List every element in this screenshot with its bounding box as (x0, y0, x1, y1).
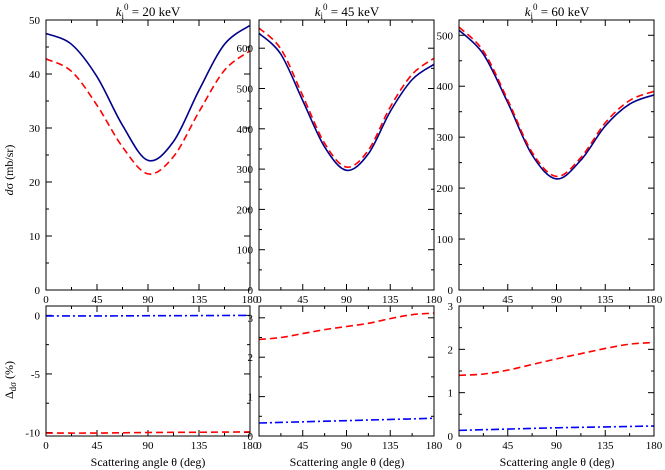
panel-bottom-2: 0 45 90 135 180 0 1 2 3 (248, 305, 443, 452)
y-tick-label: 500 (237, 84, 254, 96)
y-tick-label: 200 (237, 204, 254, 216)
x-tick-label: 45 (297, 440, 309, 452)
x-tick-label: 180 (426, 440, 443, 452)
x-tick-label: 45 (92, 440, 104, 452)
panel-title-2: ki0 = 45 keV (315, 2, 380, 21)
y-tick-label: 3 (448, 301, 454, 313)
series-line-dashed (258, 27, 435, 168)
y-tick-label: 0 (448, 285, 454, 297)
y-tick-label: 10 (29, 231, 41, 243)
plot-frame (45, 19, 251, 291)
series-line-dashed (45, 431, 251, 434)
plot-frame (45, 305, 251, 437)
x-tick-label: 0 (43, 294, 49, 306)
y-tick-label: 1 (248, 392, 254, 404)
x-tick-label: 90 (341, 440, 353, 452)
ylabel-top: dσ (mb/sr) (2, 145, 16, 196)
x-tick-label: 0 (456, 440, 462, 452)
series-line-dash-dot (458, 425, 655, 432)
series-line-dash-dot (45, 314, 251, 317)
series-line-dashed (458, 341, 655, 377)
x-tick-label: 135 (191, 440, 208, 452)
series-line-solid (458, 29, 655, 180)
x-tick-label: 45 (502, 440, 514, 452)
y-tick-label: 2 (448, 344, 454, 356)
y-tick-label: 0 (448, 431, 454, 443)
x-tick-label: 135 (382, 294, 399, 306)
y-tick-label: 400 (237, 124, 254, 136)
x-tick-label: 180 (646, 440, 663, 452)
xlabel-2: Scattering angle θ (deg) (290, 455, 405, 469)
y-tick-label: 0 (248, 431, 254, 443)
y-tick-label: 30 (29, 123, 41, 135)
y-tick-label: 600 (237, 43, 254, 55)
x-tick-label: 180 (646, 294, 663, 306)
y-tick-label: 0 (35, 310, 41, 322)
y-tick-label: 200 (437, 183, 454, 195)
y-tick-label: 300 (237, 164, 254, 176)
x-tick-label: 45 (297, 294, 309, 306)
y-tick-label: 0 (248, 285, 254, 297)
x-tick-label: 90 (143, 294, 155, 306)
plot-frame (258, 305, 435, 437)
panel-bottom-1: 0 45 90 135 180 -10 -5 0 (25, 305, 259, 452)
x-tick-label: 0 (456, 294, 462, 306)
x-tick-label: 135 (597, 294, 614, 306)
y-tick-label: -10 (25, 427, 40, 439)
y-tick-label: 3 (248, 313, 254, 325)
series-line-solid (258, 32, 435, 172)
y-tick-label: 40 (29, 69, 41, 81)
panel-top-3: 0 45 90 135 180 0 100 200 300 400 500 (437, 19, 663, 306)
y-tick-label: 500 (437, 30, 454, 42)
y-tick-label: 100 (437, 234, 454, 246)
x-tick-label: 180 (242, 294, 259, 306)
y-tick-label: 100 (237, 245, 254, 257)
y-tick-label: 0 (35, 285, 41, 297)
ylabel-bottom: Δdσ (%) (2, 361, 18, 399)
x-tick-label: 180 (426, 294, 443, 306)
x-tick-label: 90 (551, 440, 563, 452)
x-tick-label: 135 (191, 294, 208, 306)
y-tick-label: 2 (248, 352, 254, 364)
y-tick-label: 50 (29, 15, 41, 27)
x-tick-label: 45 (92, 294, 104, 306)
panel-title-1: ki0 = 20 keV (116, 2, 181, 21)
y-tick-label: 1 (448, 388, 454, 400)
y-tick-label: -5 (31, 369, 41, 381)
series-line-dashed (258, 312, 435, 341)
series-line-dashed (458, 26, 655, 178)
panel-bottom-3: 0 45 90 135 180 0 1 2 3 (448, 301, 663, 452)
plot-frame (458, 19, 655, 291)
x-tick-label: 45 (502, 294, 514, 306)
x-tick-label: 0 (43, 440, 49, 452)
y-tick-label: 20 (29, 177, 41, 189)
series-line-solid (45, 24, 251, 162)
x-tick-label: 0 (256, 294, 262, 306)
x-tick-label: 90 (341, 294, 353, 306)
x-tick-label: 180 (242, 440, 259, 452)
series-line-dash-dot (258, 417, 435, 424)
x-tick-label: 0 (256, 440, 262, 452)
y-tick-label: 400 (437, 81, 454, 93)
panel-title-3: ki0 = 60 keV (525, 2, 590, 21)
y-tick-label: 300 (437, 132, 454, 144)
x-tick-label: 90 (143, 440, 155, 452)
plot-frame (258, 19, 435, 291)
x-tick-label: 135 (382, 440, 399, 452)
x-tick-label: 90 (551, 294, 563, 306)
x-tick-label: 135 (597, 440, 614, 452)
series-line-dashed (45, 50, 251, 175)
xlabel-3: Scattering angle θ (deg) (500, 455, 615, 469)
xlabel-1: Scattering angle θ (deg) (91, 455, 206, 469)
plot-frame (458, 305, 655, 437)
